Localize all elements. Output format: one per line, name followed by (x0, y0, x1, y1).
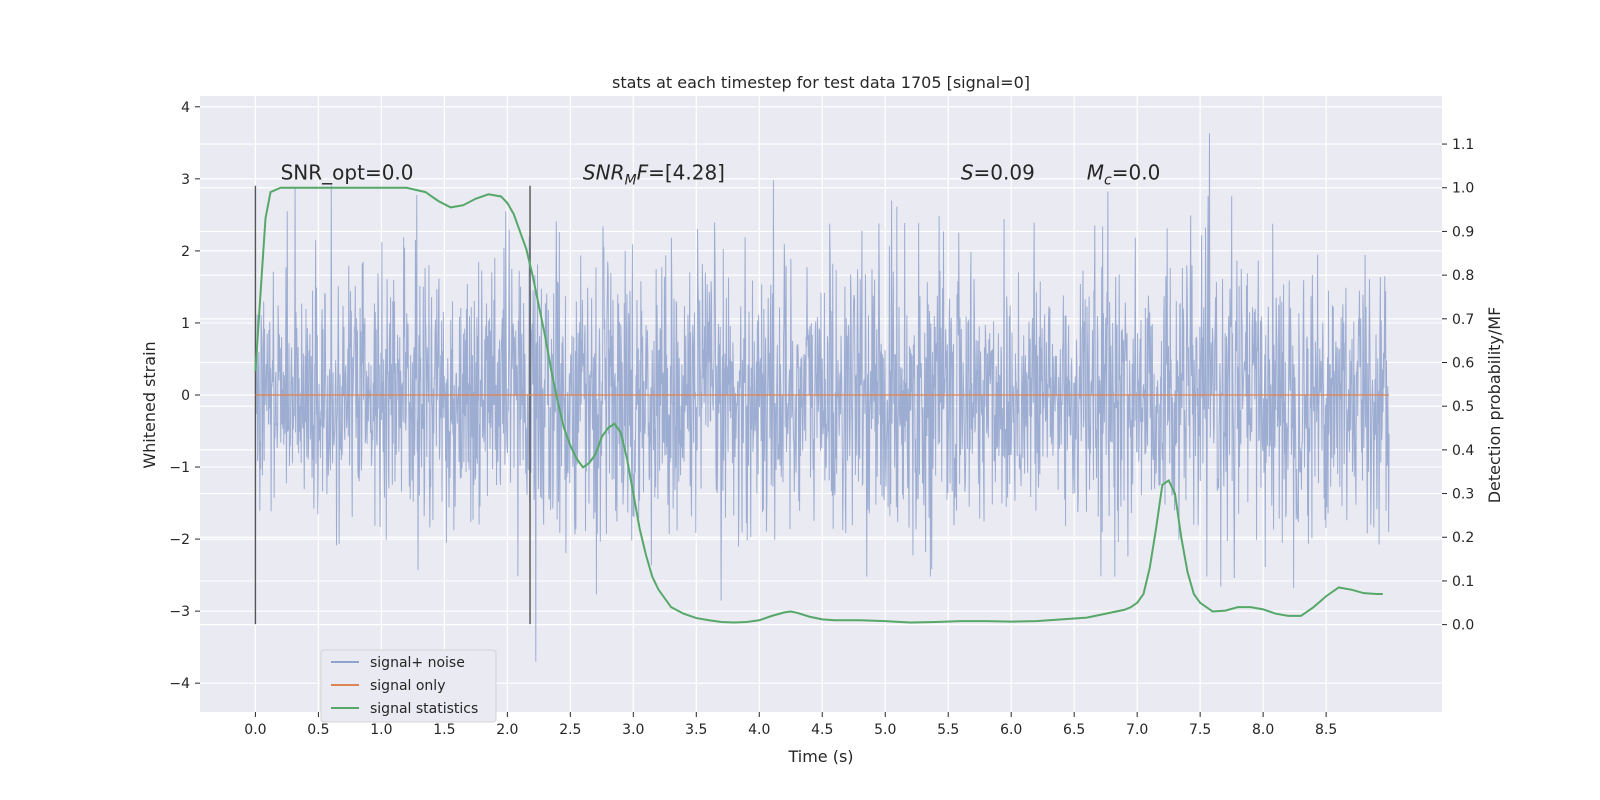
left-y-axis-label: Whitened strain (140, 341, 159, 468)
left-y-tick-label: −2 (169, 532, 190, 548)
right-y-tick-label: 0.0 (1452, 618, 1474, 634)
left-y-tick-label: 2 (181, 244, 190, 260)
annotation-part: F=[4.28] (637, 161, 725, 185)
right-y-axis-label: Detection probability/MF (1485, 307, 1504, 504)
x-tick-label: 1.5 (433, 722, 455, 738)
x-axis-label: Time (s) (787, 747, 853, 766)
annotation-text: SNR_opt=0.0 (281, 161, 414, 185)
annotation-text: Mc=0.0 (1087, 161, 1161, 189)
left-y-tick-label: 3 (181, 172, 190, 188)
annotation-part: =0.0 (1112, 161, 1161, 185)
x-tick-label: 8.0 (1252, 722, 1274, 738)
x-tick-label: 4.0 (748, 722, 770, 738)
legend-label-signal-only: signal only (370, 678, 445, 694)
right-y-tick-label: 1.1 (1452, 137, 1474, 153)
left-y-axis-ticks: 4 3 2 1 0 −1 −2 −3 −4 (169, 100, 200, 692)
x-tick-label: 3.0 (622, 722, 644, 738)
legend-label-signal-statistics: signal statistics (370, 701, 478, 717)
signal-statistics-line (254, 186, 1383, 624)
x-tick-label: 2.0 (496, 722, 518, 738)
x-tick-label: 7.5 (1189, 722, 1211, 738)
annotation-part: =0.0 (365, 161, 414, 185)
legend-label-signal-noise: signal+ noise (370, 655, 465, 671)
annotation-part: =0.09 (974, 161, 1035, 185)
annotations: SNR_opt=0.0 SNRMF=[4.28] S=0.09 Mc=0.0 (281, 161, 1161, 189)
right-y-tick-label: 0.5 (1452, 399, 1474, 415)
x-tick-label: 3.5 (685, 722, 707, 738)
annotation-part: SNR_opt (281, 161, 365, 185)
right-y-tick-label: 1.0 (1452, 181, 1474, 197)
x-tick-label: 0.0 (244, 722, 266, 738)
left-y-tick-label: 0 (181, 388, 190, 404)
legend-box (320, 649, 497, 723)
annotation-text: SNRMF=[4.28] (583, 161, 725, 189)
series-signal-noise (254, 133, 1390, 662)
x-tick-label: 8.5 (1315, 722, 1337, 738)
x-tick-label: 7.0 (1126, 722, 1148, 738)
x-tick-label: 6.5 (1063, 722, 1085, 738)
annotation-part: S (961, 161, 974, 185)
left-y-tick-label: 4 (181, 100, 190, 116)
annotation-subscript: M (624, 173, 636, 189)
right-y-tick-label: 0.2 (1452, 530, 1474, 546)
annotation-part: M (1087, 161, 1104, 185)
legend: signal+ noise signal only signal statist… (320, 649, 497, 723)
left-y-tick-label: −4 (169, 676, 190, 692)
annotation-part: F (637, 161, 649, 185)
right-y-tick-label: 0.3 (1452, 487, 1474, 503)
annotation-part: =[4.28] (648, 161, 725, 185)
overlay (254, 185, 1390, 625)
right-y-tick-label: 0.4 (1452, 443, 1474, 459)
annotation-part: SNR (583, 161, 625, 185)
x-tick-label: 1.0 (370, 722, 392, 738)
chart-title: stats at each timestep for test data 170… (612, 73, 1030, 92)
right-y-axis-ticks: 1.1 1.0 0.9 0.8 0.7 0.6 0.5 0.4 0.3 0.2 0.1 0.0 (1442, 137, 1474, 634)
x-tick-label: 4.5 (811, 722, 833, 738)
annotation-subscript: c (1104, 173, 1112, 189)
x-tick-label: 0.5 (307, 722, 329, 738)
right-y-tick-label: 0.6 (1452, 355, 1474, 371)
right-y-tick-label: 0.8 (1452, 268, 1474, 284)
x-tick-label: 5.0 (874, 722, 896, 738)
x-tick-label: 2.5 (559, 722, 581, 738)
annotation-text: S=0.09 (961, 161, 1035, 185)
right-y-tick-label: 0.1 (1452, 574, 1474, 590)
left-y-tick-label: −1 (169, 460, 190, 476)
right-y-tick-label: 0.9 (1452, 224, 1474, 240)
x-axis-ticks: 0.0 0.5 1.0 1.5 2.0 2.5 3.0 3.5 4.0 4.5 5.0 5.5 6.0 6… (244, 712, 1337, 738)
left-y-tick-label: −3 (169, 604, 190, 620)
x-tick-label: 6.0 (1000, 722, 1022, 738)
signal-noise-line (254, 133, 1390, 662)
left-y-tick-label: 1 (181, 316, 190, 332)
x-tick-label: 5.5 (937, 722, 959, 738)
right-y-tick-label: 0.7 (1452, 312, 1474, 328)
